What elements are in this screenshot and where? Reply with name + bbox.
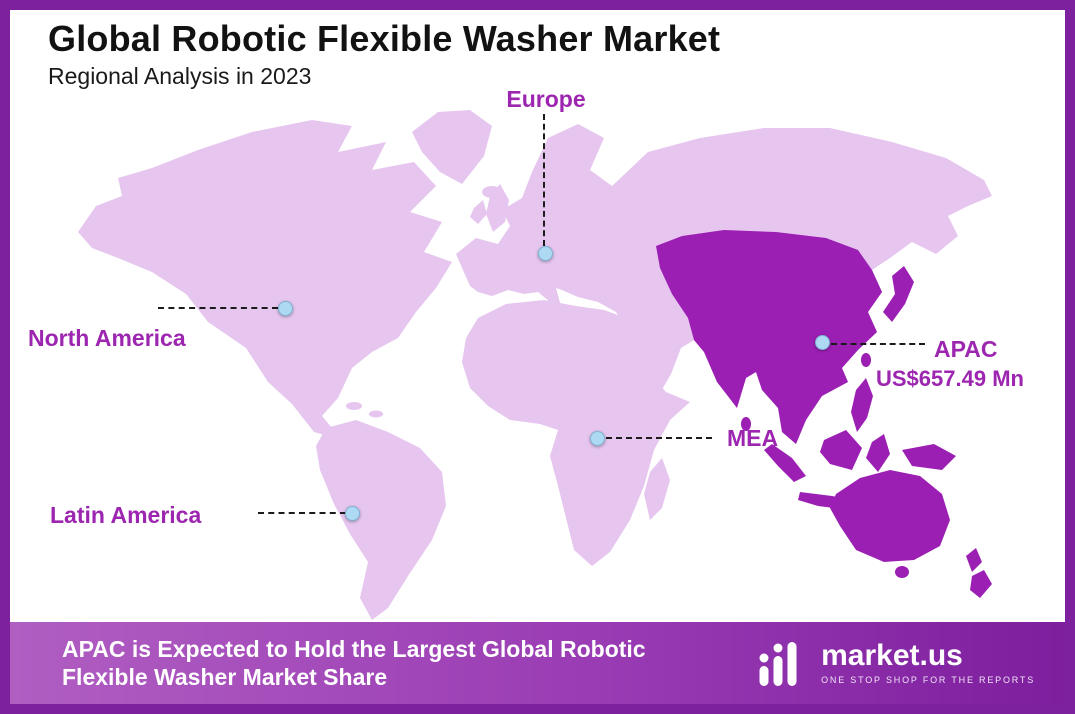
island-greenland [412,110,492,184]
island-caribbean-1 [346,402,362,410]
banner-text: APAC is Expected to Hold the Largest Glo… [62,635,646,691]
continent-south-america [316,420,446,620]
page-subtitle: Regional Analysis in 2023 [48,63,312,90]
island-sumatra [764,444,806,482]
connector-apac [831,343,925,345]
island-japan [883,266,914,322]
island-philippines [851,378,873,432]
banner-line1: APAC is Expected to Hold the Largest Glo… [62,636,646,662]
island-sri-lanka [741,417,751,431]
island-borneo [820,430,862,470]
marker-north-america [278,301,293,316]
label-north-america: North America [28,325,186,351]
label-apac: APAC [934,336,998,362]
connector-mea [606,437,712,439]
connector-europe [543,114,545,246]
marker-europe [538,246,553,261]
island-caribbean-2 [369,410,383,418]
marker-latin-america [345,506,360,521]
label-mea: MEA [727,425,779,451]
connector-latin-america [258,512,346,514]
page-title: Global Robotic Flexible Washer Market [48,18,721,59]
marketus-logo: market.us ONE STOP SHOP FOR THE REPORTS [755,636,1035,690]
marketus-logo-textblock: market.us ONE STOP SHOP FOR THE REPORTS [821,639,1035,686]
continent-africa [462,300,690,566]
label-latin-america: Latin America [50,502,202,528]
continent-australia [830,470,950,562]
region-apac-mainland [656,230,882,444]
marketus-logo-tagline: ONE STOP SHOP FOR THE REPORTS [821,675,1035,685]
banner-line2: Flexible Washer Market Share [62,664,388,690]
island-great-britain [486,184,509,232]
bottom-banner: APAC is Expected to Hold the Largest Glo… [10,622,1065,704]
value-apac: US$657.49 Mn [876,366,1024,391]
marker-apac [815,335,830,350]
island-sulawesi [866,434,890,472]
connector-north-america [158,307,278,309]
island-new-zealand-north [966,548,982,572]
island-tasmania [895,566,909,578]
island-new-zealand-south [970,570,992,598]
marker-mea [590,431,605,446]
continent-north-america [78,120,452,440]
header: Global Robotic Flexible Washer Market Re… [48,18,720,90]
island-madagascar [644,458,670,520]
label-europe: Europe [506,86,586,112]
marketus-logo-name: market.us [821,639,963,672]
island-taiwan [861,353,871,367]
island-ireland [470,200,487,224]
island-new-guinea [902,444,956,470]
marketus-logo-icon [759,642,797,686]
